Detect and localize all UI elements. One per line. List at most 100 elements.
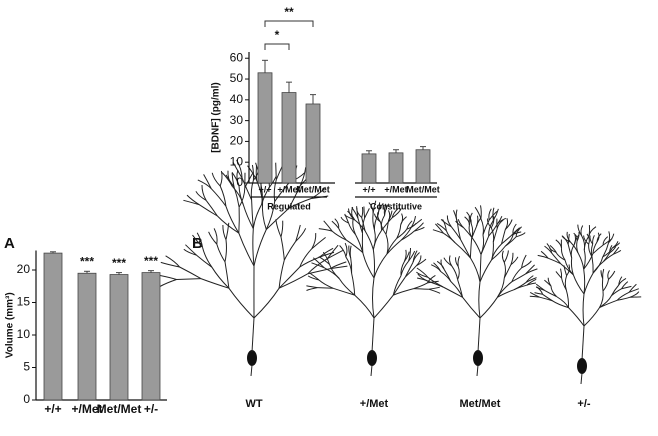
dendrite bbox=[592, 261, 604, 274]
dendrite bbox=[299, 248, 313, 268]
dendrite bbox=[242, 204, 254, 229]
dendrite bbox=[583, 235, 590, 245]
dendrite bbox=[350, 257, 353, 274]
dendrite bbox=[377, 212, 381, 223]
dendrite bbox=[165, 255, 180, 268]
dendrite bbox=[609, 245, 613, 253]
dendrite bbox=[552, 300, 569, 309]
dendrite bbox=[505, 236, 517, 247]
neuron-drawings bbox=[159, 159, 642, 385]
bar bbox=[415, 149, 431, 184]
y-tick-label: 60 bbox=[230, 50, 244, 64]
dendrite bbox=[596, 233, 602, 242]
dendrite bbox=[238, 232, 255, 267]
dendrite bbox=[219, 170, 223, 187]
dendrite bbox=[307, 258, 328, 275]
dendrite bbox=[416, 271, 429, 278]
dendrite bbox=[306, 285, 318, 289]
dendrite bbox=[217, 215, 240, 234]
dendrite bbox=[278, 259, 285, 289]
dendrite bbox=[205, 199, 218, 217]
dendrite bbox=[356, 208, 363, 218]
dendrite bbox=[448, 255, 453, 267]
dendrite bbox=[496, 219, 504, 229]
dendrite bbox=[613, 249, 622, 255]
dendrite bbox=[501, 235, 512, 245]
dendrite bbox=[510, 256, 519, 266]
dendrite bbox=[362, 252, 375, 279]
error-bar bbox=[393, 149, 399, 153]
dendrite bbox=[602, 242, 609, 258]
dendrite bbox=[347, 210, 356, 221]
dendrite bbox=[283, 240, 297, 261]
dendrite bbox=[225, 222, 230, 240]
dendrite bbox=[462, 296, 481, 319]
dendrite bbox=[312, 257, 325, 269]
dendrite bbox=[608, 270, 616, 280]
dendrite bbox=[380, 215, 386, 231]
dendrite bbox=[488, 208, 492, 221]
bar bbox=[257, 72, 273, 184]
neuron-label: Met/Met bbox=[460, 398, 501, 410]
dendrite bbox=[333, 287, 355, 296]
dendrite bbox=[201, 184, 207, 201]
dendrite bbox=[568, 307, 585, 327]
dendrite bbox=[445, 230, 456, 244]
dendrite bbox=[443, 269, 452, 282]
x-tick-label: +/Met bbox=[277, 184, 300, 194]
dendrite bbox=[208, 231, 218, 245]
dendrite bbox=[601, 278, 604, 292]
dendrite bbox=[252, 228, 255, 267]
dendrite bbox=[609, 246, 617, 254]
dendrite bbox=[510, 252, 514, 265]
dendrite bbox=[331, 220, 340, 229]
dendrite bbox=[261, 201, 267, 230]
dendrite bbox=[540, 250, 549, 259]
dendrite bbox=[361, 217, 366, 232]
dendrite bbox=[219, 185, 227, 207]
dendrite bbox=[535, 283, 545, 291]
dendrite bbox=[488, 220, 494, 237]
dendrite bbox=[428, 288, 441, 294]
dendrite bbox=[265, 207, 290, 230]
dendrite bbox=[391, 207, 399, 218]
dendrite bbox=[583, 307, 600, 327]
dendrite bbox=[253, 287, 280, 319]
soma bbox=[577, 358, 587, 374]
dendrite bbox=[373, 294, 394, 319]
dendrite bbox=[299, 256, 320, 268]
dendrite bbox=[479, 259, 493, 283]
dendrite bbox=[576, 240, 579, 254]
dendrite bbox=[306, 287, 318, 291]
dendrite bbox=[583, 250, 586, 270]
dendrite bbox=[195, 191, 207, 201]
dendrite bbox=[196, 232, 203, 248]
dendrite bbox=[588, 226, 597, 236]
x-tick-label: Met/Met bbox=[406, 184, 440, 194]
neuron-label: +/- bbox=[577, 398, 590, 410]
dendrite bbox=[176, 278, 201, 280]
dendrite bbox=[492, 207, 495, 221]
dendrite bbox=[349, 245, 352, 259]
dendrite bbox=[216, 243, 226, 263]
axon bbox=[250, 364, 253, 377]
dendrite bbox=[446, 215, 452, 228]
dendrite bbox=[521, 254, 527, 268]
dendrite bbox=[586, 233, 590, 245]
dendrite bbox=[400, 230, 415, 241]
dendrite bbox=[231, 173, 235, 188]
dendrite bbox=[511, 231, 522, 236]
dendrite bbox=[354, 294, 375, 319]
dendrite bbox=[295, 228, 307, 242]
dendrite bbox=[253, 229, 267, 267]
dendrite bbox=[617, 296, 631, 301]
dendrite bbox=[406, 220, 413, 230]
dendrite bbox=[440, 259, 445, 270]
dendrite bbox=[566, 264, 570, 276]
dendrite bbox=[616, 291, 630, 301]
dendrite bbox=[515, 226, 522, 237]
dendrite bbox=[372, 249, 376, 279]
dendrite bbox=[318, 256, 330, 265]
bar bbox=[281, 92, 297, 184]
